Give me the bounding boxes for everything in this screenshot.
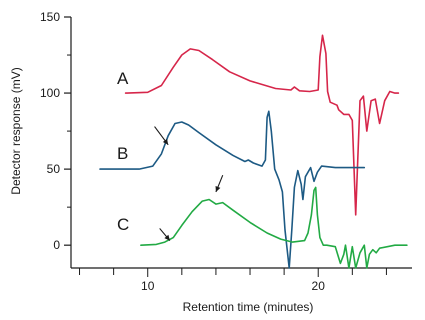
y-tick-label: 150 — [40, 10, 60, 24]
annotation-arrow — [159, 228, 171, 241]
arrow-head — [164, 234, 170, 241]
x-tick-label: 20 — [312, 279, 326, 293]
series-label-b: B — [117, 144, 128, 163]
annotation-layer — [154, 126, 224, 241]
arrow-head — [215, 185, 221, 192]
annotation-arrow — [215, 174, 224, 193]
axes: 0 50 100 150 10 20 — [40, 10, 412, 293]
x-axis-title: Retention time (minutes) — [183, 300, 314, 314]
y-tick-label: 100 — [40, 86, 60, 100]
y-axis-title: Detector response (mV) — [9, 67, 23, 194]
series-label-c: C — [117, 215, 129, 234]
series-label-a: A — [117, 69, 129, 88]
y-tick-label: 50 — [47, 162, 61, 176]
annotation-arrow — [154, 126, 169, 146]
series-layer: A B C — [99, 34, 408, 269]
series-line-a — [124, 34, 400, 216]
series-line-b — [99, 110, 366, 269]
arrow-head — [162, 138, 169, 145]
x-tick-label: 10 — [141, 279, 155, 293]
y-tick-label: 0 — [53, 238, 60, 252]
series-line-c — [140, 186, 408, 269]
